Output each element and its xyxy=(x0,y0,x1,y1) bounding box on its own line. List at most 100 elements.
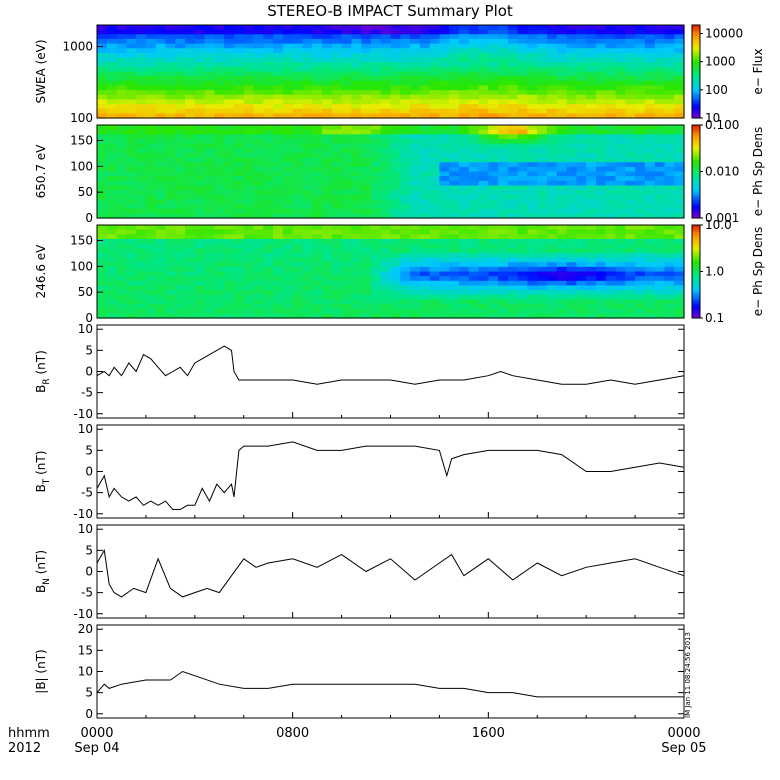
spectrogram-cell xyxy=(556,185,568,191)
colorbar-segment xyxy=(692,255,700,259)
spectrogram-cell xyxy=(273,157,284,163)
spectrogram-cell xyxy=(380,90,392,96)
spectrogram-cell xyxy=(331,108,343,114)
time-axis-row2-label: 2012 xyxy=(8,741,41,756)
spectrogram-cell xyxy=(145,290,157,296)
spectrogram-cell xyxy=(155,271,167,277)
colorbar-segment xyxy=(692,78,700,82)
spectrogram-cell xyxy=(390,276,401,282)
spectrogram-cell xyxy=(370,248,382,254)
spectrogram-cell xyxy=(458,152,470,159)
spectrogram-cell xyxy=(429,43,441,49)
spectrogram-cell xyxy=(292,199,304,205)
spectrogram-cell xyxy=(126,166,137,173)
spectrogram-cell xyxy=(595,290,607,296)
spectrogram-cell xyxy=(605,71,617,77)
spectrogram-cell xyxy=(243,57,255,63)
spectrogram-cell xyxy=(175,299,186,305)
spectrogram-cell xyxy=(263,252,274,259)
spectrogram-cell xyxy=(253,125,264,131)
spectrogram-cell xyxy=(322,125,333,131)
spectrogram-cell xyxy=(97,308,108,314)
spectrogram-cell xyxy=(439,62,450,68)
spectrogram-cell xyxy=(341,229,352,235)
spectrogram-cell xyxy=(116,152,127,159)
spectrogram-cell xyxy=(625,99,636,105)
spectrogram-cell xyxy=(331,138,343,145)
spectrogram-cell xyxy=(331,148,343,154)
spectrogram-cell xyxy=(97,313,108,319)
spectrogram-cell xyxy=(390,113,401,119)
spectrogram-cell xyxy=(429,238,441,245)
spectrogram-cell xyxy=(155,299,167,305)
spectrogram-cell xyxy=(106,48,118,54)
spectrogram-cell xyxy=(126,48,137,54)
spectrogram-cell xyxy=(145,29,157,35)
spectrogram-cell xyxy=(429,108,441,114)
spectrogram-cell xyxy=(194,62,206,68)
spectrogram-cell xyxy=(644,238,656,245)
spectrogram-cell xyxy=(214,280,225,287)
spectrogram-cell xyxy=(498,238,509,245)
spectrogram-cell xyxy=(361,125,372,131)
spectrogram-cell xyxy=(273,48,284,54)
spectrogram-cell xyxy=(136,162,147,168)
spectrogram-cell xyxy=(517,199,529,205)
spectrogram-cell xyxy=(165,190,176,196)
spectrogram-cell xyxy=(380,57,392,63)
spectrogram-cell xyxy=(595,229,607,235)
spectrogram-cell xyxy=(380,166,392,173)
spectrogram-cell xyxy=(478,185,489,191)
spectrogram-cell xyxy=(351,290,362,296)
spectrogram-cell xyxy=(488,290,499,296)
spectrogram-cell xyxy=(292,157,304,163)
spectrogram-cell xyxy=(654,162,666,168)
spectrogram-cell xyxy=(175,157,186,163)
spectrogram-cell xyxy=(302,234,313,240)
spectrogram-cell xyxy=(419,76,431,82)
spectrogram-cell xyxy=(498,129,509,135)
spectrogram-cell xyxy=(341,48,352,54)
spectrogram-cell xyxy=(556,234,568,240)
spectrogram-cell xyxy=(547,48,558,54)
spectrogram-cell xyxy=(331,271,343,277)
colorbar-segment xyxy=(692,34,700,38)
spectrogram-cell xyxy=(331,143,343,149)
spectrogram-cell xyxy=(576,104,587,110)
y-tick-label: 15 xyxy=(78,643,93,657)
spectrogram-cell xyxy=(654,148,666,154)
spectrogram-cell xyxy=(390,262,401,268)
spectrogram-cell xyxy=(97,294,108,300)
spectrogram-cell xyxy=(537,138,548,145)
spectrogram-cell xyxy=(527,276,538,282)
spectrogram-cell xyxy=(537,180,548,187)
spectrogram-cell xyxy=(341,266,352,273)
spectrogram-cell xyxy=(527,225,538,231)
spectrogram-cell xyxy=(537,76,548,82)
spectrogram-cell xyxy=(625,238,636,245)
colorbar-segment xyxy=(692,73,700,77)
spectrogram-cell xyxy=(595,80,607,87)
spectrogram-cell xyxy=(674,62,685,68)
spectrogram-cell xyxy=(595,208,607,214)
spectrogram-cell xyxy=(468,262,480,268)
spectrogram-cell xyxy=(331,38,343,45)
spectrogram-cell xyxy=(478,243,489,249)
spectrogram-cell xyxy=(97,299,108,305)
spectrogram-cell xyxy=(292,234,304,240)
spectrogram-cell xyxy=(410,204,421,210)
spectrogram-cell xyxy=(547,99,558,105)
spectrogram-cell xyxy=(155,134,167,140)
spectrogram-cell xyxy=(576,38,587,45)
spectrogram-cell xyxy=(116,48,127,54)
spectrogram-cell xyxy=(576,52,587,59)
spectrogram-cell xyxy=(674,57,685,63)
spectrogram-cell xyxy=(370,308,382,314)
spectrogram-cell xyxy=(449,190,460,196)
spectrogram-cell xyxy=(312,243,323,249)
spectrogram-cell xyxy=(429,204,441,210)
spectrogram-cell xyxy=(400,234,411,240)
spectrogram-cell xyxy=(204,190,215,196)
spectrogram-cell xyxy=(527,25,538,31)
spectrogram-cell xyxy=(370,271,382,277)
